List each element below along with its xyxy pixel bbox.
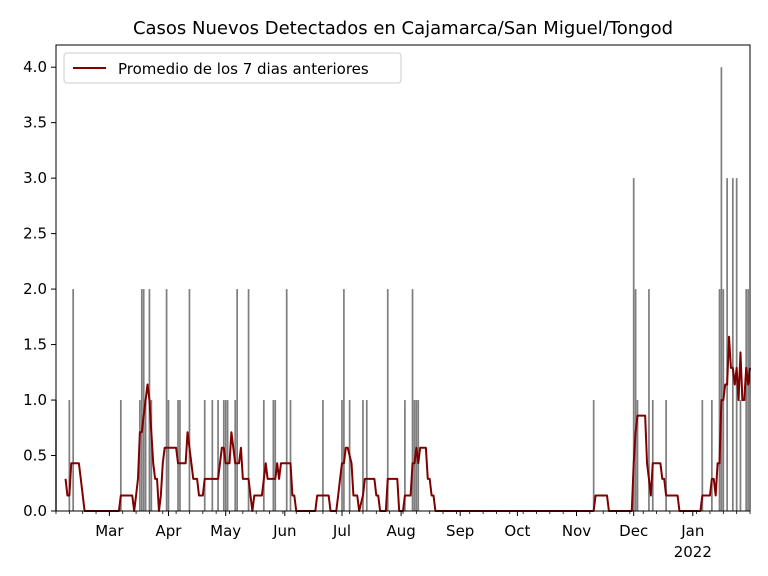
bar: [718, 289, 721, 511]
bar: [262, 400, 265, 511]
x-tick-label: Aug: [386, 522, 415, 540]
x-tick-label: Apr: [156, 522, 183, 540]
y-tick-label: 2.5: [23, 225, 47, 243]
bar: [632, 178, 635, 511]
y-tick-label: 0.5: [23, 447, 47, 465]
bar: [343, 289, 345, 511]
bar: [203, 400, 206, 511]
x-tick-label: Jun: [272, 522, 296, 540]
bar: [142, 289, 145, 511]
bar: [735, 178, 738, 511]
bar: [745, 289, 748, 511]
bar: [322, 400, 324, 511]
bar: [236, 289, 238, 511]
bar: [165, 289, 168, 511]
bar: [365, 400, 368, 511]
bar: [634, 289, 637, 511]
bar: [731, 178, 734, 511]
bar: [72, 289, 75, 511]
bar: [404, 400, 406, 511]
bar: [341, 400, 343, 511]
legend: Promedio de los 7 dias anteriores: [63, 52, 402, 84]
bar: [217, 400, 219, 511]
series-line-7-day-average: [64, 335, 751, 512]
bar: [285, 289, 288, 511]
bar: [711, 400, 713, 511]
x-tick-label: Sep: [446, 522, 474, 540]
bar: [211, 400, 214, 511]
x-tick-label: Jan: [680, 522, 704, 540]
bar: [167, 400, 170, 511]
bar: [150, 400, 153, 511]
line-layer: [64, 335, 751, 512]
bar: [362, 400, 364, 511]
chart-title: Casos Nuevos Detectados en Cajamarca/San…: [133, 18, 673, 39]
x-tick-year-label: 2022: [674, 543, 712, 561]
y-tick-label: 3.0: [23, 169, 47, 187]
x-tick-label: Nov: [562, 522, 591, 540]
bar: [274, 400, 277, 511]
bar: [726, 178, 728, 511]
y-tick-label: 1.0: [23, 391, 47, 409]
y-tick-label: 0.0: [23, 502, 47, 520]
bar: [720, 67, 723, 511]
bar: [386, 289, 389, 511]
x-tick-label: Oct: [504, 522, 530, 540]
bar: [68, 400, 71, 511]
y-tick-label: 1.5: [23, 336, 47, 354]
x-tick-label: Dec: [619, 522, 648, 540]
bar: [188, 289, 191, 511]
bar: [739, 400, 742, 511]
x-tick-label: Jul: [332, 522, 351, 540]
y-axis: 0.0 0.5 1.0 1.5 2.0 2.5 3.0 3.5 4.0: [23, 58, 56, 520]
bar: [592, 400, 595, 511]
bar: [665, 400, 667, 511]
bar: [648, 289, 650, 511]
bar: [247, 289, 250, 511]
x-tick-label: Mar: [95, 522, 124, 540]
bar: [140, 289, 143, 511]
x-tick-label: May: [210, 522, 241, 540]
bar: [144, 400, 147, 511]
y-tick-label: 4.0: [23, 58, 47, 76]
bar: [179, 400, 181, 511]
bar: [119, 400, 122, 511]
y-tick-label: 3.5: [23, 114, 47, 132]
y-tick-label: 2.0: [23, 280, 47, 298]
bar: [411, 289, 414, 511]
bar: [636, 400, 639, 511]
x-axis: Mar Apr May Jun Jul Aug Sep Oct Nov Dec Jan 2022: [55, 511, 751, 561]
legend-label: Promedio de los 7 dias anteriores: [118, 60, 369, 78]
bar: [272, 400, 275, 511]
bar: [226, 400, 229, 511]
bar: [289, 400, 292, 511]
bar: [747, 289, 749, 511]
bar: [701, 400, 704, 511]
legend-box: [63, 52, 402, 84]
bar: [651, 400, 654, 511]
